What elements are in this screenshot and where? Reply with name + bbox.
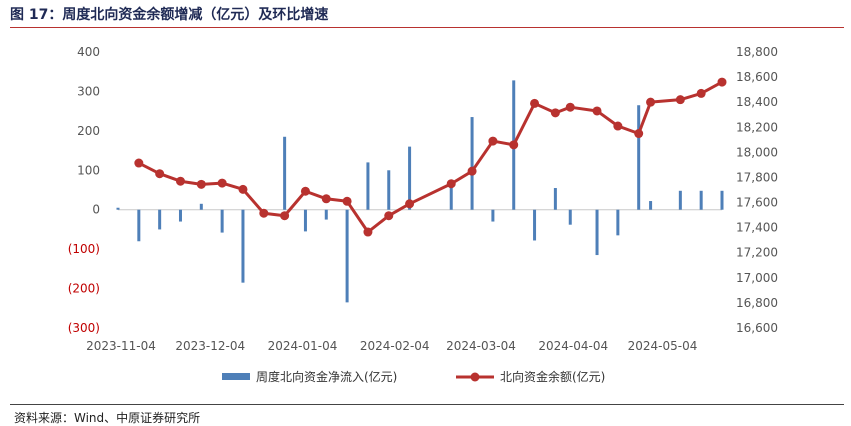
left-axis-tick-label: 300: [77, 84, 100, 98]
bar: [241, 209, 245, 283]
balance-point: [634, 129, 644, 139]
bar: [324, 209, 328, 220]
balance-point: [592, 106, 602, 116]
bar: [449, 186, 453, 210]
x-axis-tick-label: 2024-02-04: [360, 339, 430, 353]
left-axis-tick-label: (300): [68, 321, 100, 335]
balance-point: [321, 194, 331, 204]
right-axis-tick-label: 16,800: [736, 296, 778, 310]
left-axis-tick-label: (100): [68, 242, 100, 256]
right-axis-tick-label: 18,400: [736, 95, 778, 109]
balance-point: [550, 108, 560, 118]
balance-point: [446, 179, 456, 189]
left-axis-tick-label: 200: [77, 124, 100, 138]
bar: [116, 207, 120, 210]
x-axis-tick-label: 2023-12-04: [175, 339, 245, 353]
right-axis-tick-label: 16,600: [736, 321, 778, 335]
right-axis-tick-label: 17,000: [736, 271, 778, 285]
right-axis-tick-label: 17,200: [736, 246, 778, 260]
left-axis-tick-label: (200): [68, 282, 100, 296]
bar: [553, 188, 557, 210]
legend-swatch-bar: [222, 373, 250, 380]
bar: [137, 209, 141, 242]
x-axis-tick-label: 2024-01-04: [268, 339, 338, 353]
balance-point: [717, 77, 727, 87]
x-axis-tick-label: 2024-03-04: [446, 339, 516, 353]
balance-point: [696, 88, 706, 98]
balance-point: [300, 186, 310, 196]
balance-point: [488, 136, 498, 146]
bar: [199, 203, 203, 210]
right-axis-tick-label: 17,600: [736, 196, 778, 210]
title-divider: [10, 27, 844, 28]
bar: [699, 190, 703, 210]
balance-point: [565, 102, 575, 112]
x-axis-tick-label: 2024-05-04: [628, 339, 698, 353]
bar: [345, 209, 349, 303]
bar: [595, 209, 599, 256]
right-axis-tick-label: 17,400: [736, 221, 778, 235]
right-axis-tick-label: 18,000: [736, 145, 778, 159]
balance-point: [259, 208, 269, 218]
x-axis-tick-label: 2023-11-04: [86, 339, 156, 353]
bar: [178, 209, 182, 222]
balance-point: [217, 178, 227, 188]
source-note: 资料来源：Wind、中原证券研究所: [14, 411, 201, 425]
right-axis-tick-label: 18,200: [736, 120, 778, 134]
right-axis-tick-label: 18,800: [736, 45, 778, 59]
balance-point: [342, 196, 352, 206]
bar: [158, 209, 162, 230]
bar: [303, 209, 307, 232]
bar: [366, 162, 370, 210]
x-axis-tick-label: 2024-04-04: [538, 339, 608, 353]
bar: [387, 170, 391, 210]
source-divider: [10, 404, 844, 405]
bar: [470, 117, 474, 210]
balance-point: [363, 227, 373, 237]
balance-point: [675, 95, 685, 105]
balance-point: [405, 199, 415, 209]
bar: [283, 136, 287, 210]
balance-point: [175, 176, 185, 186]
legend-label-line: 北向资金余额(亿元): [500, 369, 605, 384]
balance-point: [509, 140, 519, 150]
balance-point: [467, 166, 477, 176]
balance-point: [646, 97, 656, 107]
bar: [220, 209, 224, 233]
balance-point: [196, 179, 206, 189]
bar: [408, 146, 412, 210]
bar: [637, 105, 641, 210]
balance-point: [530, 98, 540, 108]
bar: [616, 209, 620, 236]
bar: [491, 209, 495, 222]
bar: [649, 201, 653, 210]
right-axis-tick-label: 18,600: [736, 70, 778, 84]
balance-line: [138, 80, 723, 234]
left-axis-tick-label: 0: [92, 203, 100, 217]
balance-point: [280, 211, 290, 221]
chart-title: 图 17：周度北向资金余额增减（亿元）及环比增速: [10, 7, 329, 23]
right-axis-tick-label: 17,800: [736, 170, 778, 184]
left-axis-tick-label: 100: [77, 163, 100, 177]
bar: [533, 209, 537, 241]
balance-point: [613, 121, 623, 131]
balance-point: [134, 158, 144, 168]
bar: [678, 190, 682, 210]
bar: [720, 190, 724, 210]
balance-point: [155, 169, 165, 179]
balance-point: [384, 211, 394, 221]
legend-swatch-marker: [470, 372, 480, 382]
bar: [568, 209, 572, 225]
legend-label-bar: 周度北向资金净流入(亿元): [256, 369, 397, 384]
left-axis-tick-label: 400: [77, 45, 100, 59]
balance-point: [238, 184, 248, 194]
